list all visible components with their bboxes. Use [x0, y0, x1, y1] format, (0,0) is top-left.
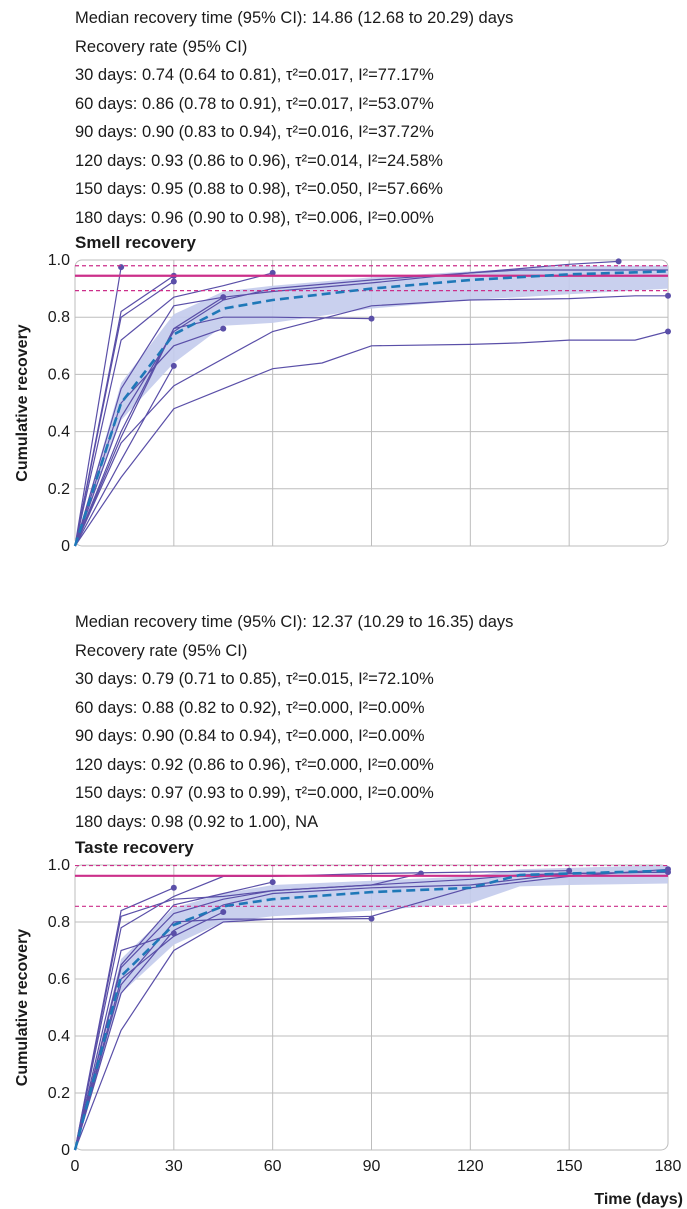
taste-stats-block: Median recovery time (95% CI): 12.37 (10…: [75, 608, 513, 836]
x-tick-label: 0: [71, 1158, 80, 1175]
y-tick-label: 0.2: [48, 481, 70, 498]
smell-median-line: Median recovery time (95% CI): 14.86 (12…: [75, 9, 514, 27]
study-line-12: [74, 330, 669, 547]
x-axis-label: Time (days): [594, 1191, 683, 1208]
y-tick-label: 0.2: [48, 1085, 70, 1102]
study-line-2: [74, 932, 174, 1151]
study-endpoint-5: [368, 915, 375, 922]
study-endpoint-9: [615, 258, 622, 265]
smell-rate-heading: Recovery rate (95% CI): [75, 37, 248, 56]
study-endpoint-4: [269, 879, 276, 886]
smell-rate-60: 60 days: 0.86 (0.78 to 0.91), τ²=0.017, …: [75, 94, 434, 113]
taste-median-line: Median recovery time (95% CI): 12.37 (10…: [75, 613, 514, 631]
study-endpoint-10: [665, 869, 671, 876]
y-tick-label: 0.4: [48, 1028, 70, 1045]
x-tick-label: 60: [264, 1158, 282, 1175]
y-tick-label: 0.8: [48, 309, 70, 326]
study-line-8: [74, 316, 372, 547]
taste-rate-180: 180 days: 0.98 (0.92 to 1.00), NA: [75, 812, 319, 831]
y-tick-label: 0.4: [48, 424, 70, 441]
study-endpoint-7: [269, 269, 276, 276]
x-tick-label: 90: [363, 1158, 381, 1175]
study-endpoint-3: [170, 278, 177, 285]
study-line-9: [74, 260, 619, 547]
study-line-10: [74, 269, 668, 547]
study-line-4: [74, 365, 175, 547]
smell-rate-150: 150 days: 0.95 (0.88 to 0.98), τ²=0.050,…: [75, 180, 443, 198]
y-tick-label: 0: [61, 538, 70, 555]
y-tick-label: 0: [61, 1142, 70, 1159]
y-tick-label: 0.8: [48, 914, 70, 931]
taste-chart: 0 0.2 0.4 0.6 0.8 1.0 0 30 60 90 120 150 180 Taste re…: [14, 838, 683, 1208]
study-endpoint-1: [118, 264, 125, 271]
smell-rate-120: 120 days: 0.93 (0.86 to 0.96), τ²=0.014,…: [75, 151, 443, 170]
y-tick-label: 1.0: [48, 857, 70, 874]
taste-rate-120: 120 days: 0.92 (0.86 to 0.96), τ²=0.000,…: [75, 755, 434, 774]
taste-rate-90: 90 days: 0.90 (0.84 to 0.94), τ²=0.000, …: [75, 727, 425, 745]
x-tick-label: 150: [556, 1158, 583, 1175]
study-endpoint-3: [220, 909, 227, 916]
chart-title: Taste recovery: [75, 838, 194, 857]
study-line-10: [74, 871, 669, 1151]
study-line-1: [74, 267, 122, 547]
study-endpoint-12: [665, 328, 671, 335]
y-axis-label: Cumulative recovery: [14, 929, 31, 1087]
smell-rate-180: 180 days: 0.96 (0.90 to 0.98), τ²=0.006,…: [75, 208, 434, 227]
study-endpoint-11: [665, 292, 671, 299]
y-tick-label: 1.0: [48, 252, 70, 269]
taste-rate-heading: Recovery rate (95% CI): [75, 641, 248, 660]
x-tick-label: 30: [165, 1158, 183, 1175]
study-line-8: [74, 871, 669, 1151]
y-tick-label: 0.6: [48, 971, 70, 988]
study-line-3: [74, 280, 175, 547]
study-endpoint-5: [220, 325, 227, 332]
smell-rate-90: 90 days: 0.90 (0.83 to 0.94), τ²=0.016, …: [75, 123, 434, 141]
y-axis-label: Cumulative recovery: [14, 324, 31, 482]
study-line-11: [74, 295, 668, 547]
x-tick-label: 120: [457, 1158, 484, 1175]
study-endpoint-7: [566, 867, 573, 874]
study-endpoint-1: [170, 884, 177, 891]
x-tick-label: 180: [655, 1158, 682, 1175]
study-line-9: [74, 868, 669, 1151]
smell-stats-block: Median recovery time (95% CI): 14.86 (12…: [75, 4, 513, 232]
smell-chart: 0 0.2 0.4 0.6 0.8 1.0 Smell recovery Cumulative…: [14, 233, 671, 555]
smell-rate-30: 30 days: 0.74 (0.64 to 0.81), τ²=0.017, …: [75, 66, 434, 84]
pooled-estimate-line: [73, 869, 669, 1151]
y-tick-label: 0.6: [48, 366, 70, 383]
pooled-estimate-line: [73, 270, 669, 547]
study-endpoint-4: [170, 362, 177, 369]
chart-title: Smell recovery: [75, 233, 197, 252]
study-line-7: [74, 272, 273, 547]
taste-rate-30: 30 days: 0.79 (0.71 to 0.85), τ²=0.015, …: [75, 670, 434, 688]
taste-rate-60: 60 days: 0.88 (0.82 to 0.92), τ²=0.000, …: [75, 698, 425, 717]
study-endpoint-8: [368, 315, 375, 322]
study-line-6: [74, 296, 224, 547]
taste-rate-150: 150 days: 0.97 (0.93 to 0.99), τ²=0.000,…: [75, 784, 434, 802]
